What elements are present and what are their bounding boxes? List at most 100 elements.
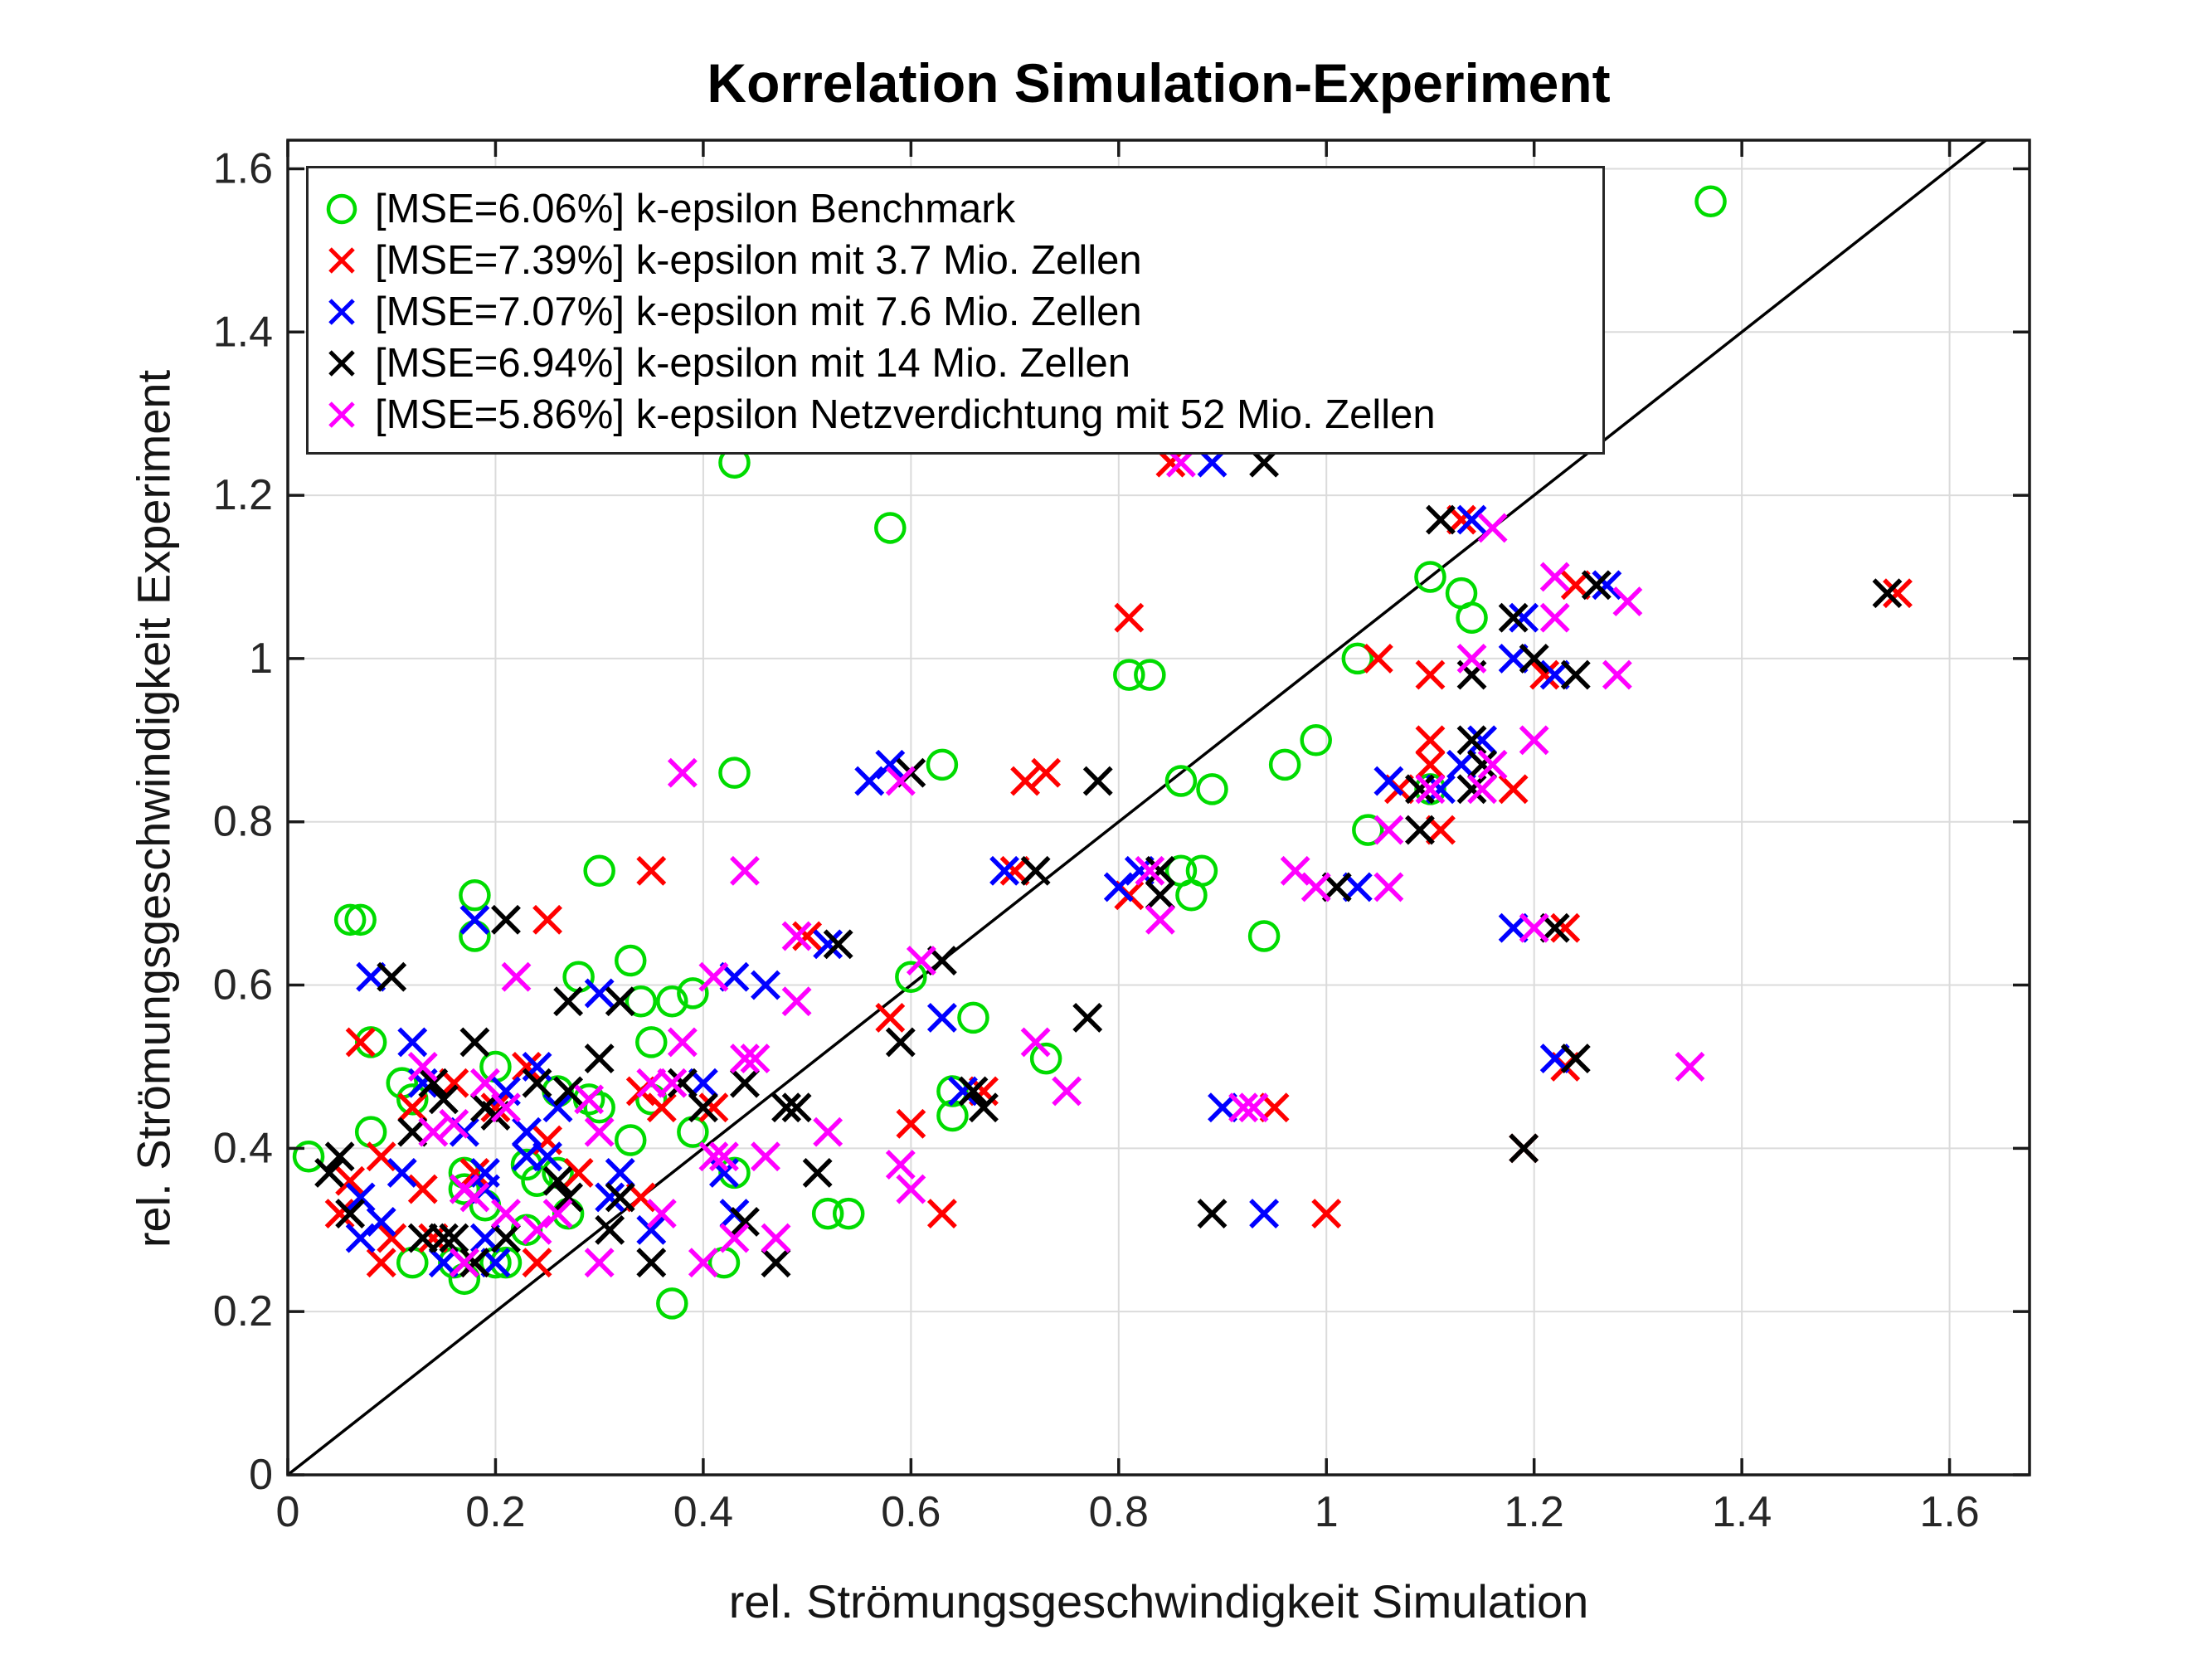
data-point-series-0	[562, 961, 595, 993]
data-point-series-4	[1135, 855, 1165, 886]
data-point-series-1	[1498, 774, 1529, 805]
data-point-series-0	[1414, 561, 1446, 593]
data-point-series-2	[1509, 602, 1539, 633]
data-point-series-3	[1560, 1044, 1591, 1074]
data-point-series-0	[1341, 642, 1374, 675]
data-point-series-0	[1694, 185, 1727, 218]
data-point-series-4	[781, 986, 812, 1017]
data-point-series-1	[563, 1157, 594, 1188]
data-point-series-0	[656, 985, 688, 1018]
data-point-series-2	[1467, 725, 1498, 756]
data-point-series-2	[542, 1092, 573, 1123]
data-point-series-0	[292, 1140, 325, 1173]
data-point-series-3	[1456, 774, 1487, 805]
data-point-series-3	[771, 1092, 802, 1123]
data-point-series-1	[1114, 602, 1145, 633]
data-point-series-0	[344, 903, 377, 937]
data-point-series-0	[1175, 879, 1208, 912]
data-point-series-4	[885, 1150, 916, 1180]
data-point-series-4	[1052, 1076, 1082, 1107]
data-point-series-2	[875, 749, 906, 780]
data-point-series-0	[614, 944, 647, 977]
data-point-series-0	[936, 1075, 969, 1107]
data-point-series-4	[730, 1044, 760, 1074]
data-point-series-2	[751, 970, 780, 1000]
data-point-series-0	[583, 854, 615, 888]
data-point-series-0	[448, 1262, 481, 1296]
data-point-series-2	[1592, 570, 1622, 601]
data-point-series-1	[324, 1199, 355, 1229]
data-point-series-1	[646, 1092, 677, 1123]
x-tick-label: 0.4	[673, 1488, 733, 1536]
data-point-series-1	[512, 1052, 542, 1082]
data-point-series-4	[730, 855, 760, 886]
data-point-series-0	[1247, 920, 1281, 952]
y-tick-label: 1.4	[213, 308, 273, 356]
data-point-series-2	[512, 1117, 542, 1147]
data-point-series-3	[1404, 815, 1435, 845]
data-point-series-0	[625, 985, 658, 1018]
data-point-series-4	[407, 1052, 438, 1082]
data-point-series-3	[418, 1068, 449, 1098]
data-point-series-4	[418, 1117, 449, 1147]
data-point-series-4	[1456, 643, 1487, 674]
data-point-series-3	[1145, 880, 1175, 911]
legend-item-label: [MSE=7.39%] k-epsilon mit 3.7 Mio. Zelle…	[375, 238, 1142, 283]
x-tick-label: 0.6	[881, 1488, 941, 1536]
y-axis-label: rel. Strömungsgeschwindigkeit Experiment	[127, 369, 180, 1248]
data-point-series-0	[1456, 601, 1488, 634]
data-point-series-0	[895, 961, 927, 993]
blue-x-marker-icon	[309, 293, 375, 331]
data-point-series-1	[407, 1174, 438, 1204]
data-point-series-3	[1467, 749, 1498, 780]
data-point-series-3	[1581, 570, 1612, 601]
data-point-series-0	[635, 1026, 668, 1058]
data-point-series-4	[1228, 1092, 1259, 1123]
data-point-series-0	[396, 1083, 429, 1116]
data-point-series-4	[1612, 586, 1643, 616]
x-tick-label: 1	[1315, 1488, 1339, 1536]
data-point-series-2	[813, 929, 843, 960]
legend-item-14-mio: [MSE=6.94%] k-epsilon mit 14 Mio. Zellen	[309, 338, 1130, 389]
data-point-series-1	[896, 1108, 926, 1139]
data-point-series-4	[885, 766, 916, 796]
data-point-series-4	[781, 921, 812, 951]
data-point-series-3	[781, 1092, 812, 1123]
data-point-series-4	[501, 961, 532, 992]
data-point-series-3	[459, 1248, 490, 1278]
data-point-series-4	[1415, 774, 1446, 805]
data-point-series-4	[657, 1068, 688, 1098]
data-point-series-4	[1477, 513, 1508, 543]
data-point-series-3	[1145, 855, 1175, 886]
data-point-series-4	[698, 1141, 729, 1172]
legend-box: [MSE=6.06%] k-epsilon Benchmark [MSE=7.3…	[306, 166, 1605, 455]
data-point-series-4	[1519, 725, 1549, 756]
data-point-series-0	[1352, 814, 1384, 846]
data-point-series-3	[688, 1092, 718, 1123]
chart-title: Korrelation Simulation-Experiment	[707, 52, 1611, 114]
y-tick-label: 0.8	[213, 798, 273, 846]
data-point-series-4	[698, 961, 729, 992]
data-point-series-2	[459, 904, 490, 935]
data-point-series-4	[522, 1214, 552, 1245]
data-point-series-2	[397, 1027, 428, 1058]
data-point-series-3	[1020, 855, 1051, 886]
identity-reference-line	[286, 139, 1987, 1477]
data-point-series-0	[926, 748, 959, 781]
data-point-series-4	[1519, 912, 1549, 943]
data-point-series-2	[605, 1157, 635, 1188]
data-point-series-0	[459, 920, 491, 952]
red-x-marker-icon	[309, 241, 375, 280]
data-point-series-4	[1145, 904, 1175, 935]
data-point-series-1	[698, 1092, 729, 1123]
data-point-series-2	[595, 1182, 625, 1213]
data-point-series-4	[1675, 1052, 1705, 1082]
data-point-series-4	[1602, 659, 1632, 690]
data-point-series-0	[448, 1173, 481, 1205]
data-point-series-4	[761, 1223, 791, 1253]
x-axis-label: rel. Strömungsgeschwindigkeit Simulation	[728, 1575, 1589, 1627]
data-point-series-1	[459, 1157, 490, 1188]
legend-item-52-mio: [MSE=5.86%] k-epsilon Netzverdichtung mi…	[309, 389, 1436, 440]
